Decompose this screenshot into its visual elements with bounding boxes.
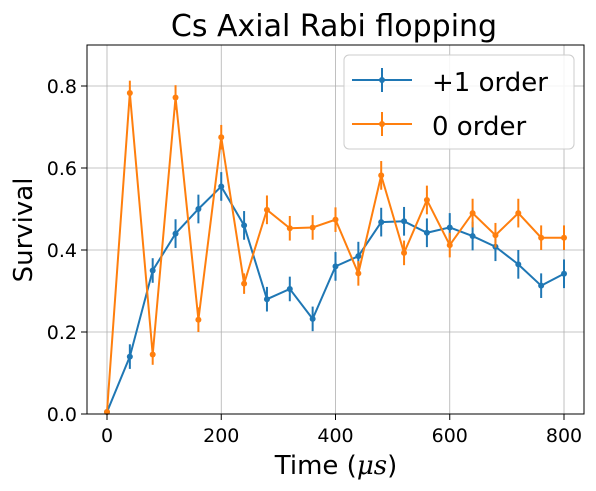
data-point <box>263 206 270 213</box>
series-layer <box>103 80 568 415</box>
data-point <box>195 206 202 212</box>
y-tick-label: 0.4 <box>47 240 77 262</box>
data-point <box>149 351 156 358</box>
legend: +1 order 0 order <box>343 54 575 150</box>
data-point <box>126 353 133 360</box>
y-tick-label: 0.8 <box>47 76 77 98</box>
data-point <box>149 267 156 274</box>
data-point <box>469 210 476 217</box>
legend-marker-plus1 <box>379 77 385 83</box>
data-point <box>332 263 339 270</box>
data-point <box>492 232 499 239</box>
legend-label-zero: 0 order <box>432 112 526 142</box>
data-point <box>241 280 248 287</box>
legend-entry-zero: 0 order <box>352 112 526 142</box>
data-point <box>286 285 293 292</box>
y-tick-label: 0.0 <box>47 404 77 426</box>
data-point <box>355 253 362 260</box>
data-point <box>446 242 453 249</box>
data-point <box>195 316 202 323</box>
data-point <box>218 134 225 141</box>
data-point <box>378 219 385 226</box>
data-point <box>401 218 408 225</box>
data-point <box>561 270 568 277</box>
y-ticks: 0.0 0.2 0.4 0.6 0.8 <box>47 76 87 426</box>
legend-entry-plus1: +1 order <box>352 68 548 98</box>
data-point <box>172 230 179 237</box>
x-axis-label: Time (μs) <box>274 451 397 481</box>
x-tick-label: 600 <box>432 425 468 447</box>
x-tick-label: 400 <box>317 425 353 447</box>
x-tick-label: 200 <box>203 425 239 447</box>
data-point <box>469 233 476 240</box>
data-point <box>332 216 339 223</box>
legend-label-plus1: +1 order <box>432 68 548 98</box>
legend-box <box>343 54 575 150</box>
x-axis-label-unit: μs <box>357 451 387 481</box>
y-tick-label: 0.6 <box>47 158 77 180</box>
data-point <box>103 408 110 415</box>
data-point <box>172 94 179 101</box>
data-point <box>309 224 316 231</box>
y-axis-label: Survival <box>9 178 39 283</box>
data-point <box>423 229 430 236</box>
data-point <box>263 296 270 303</box>
data-point <box>538 282 545 289</box>
data-point <box>126 89 133 96</box>
x-axis-label-text: Time ( <box>274 451 357 481</box>
legend-marker-zero <box>379 121 385 127</box>
x-ticks: 0 200 400 600 800 <box>101 414 582 447</box>
data-point <box>355 270 362 277</box>
data-point <box>446 224 453 231</box>
data-point <box>241 222 248 229</box>
data-point <box>538 234 545 241</box>
data-point <box>218 183 225 190</box>
data-point <box>515 210 522 217</box>
x-axis-label-close: ) <box>387 451 397 481</box>
y-tick-label: 0.2 <box>47 322 77 344</box>
data-point <box>309 315 316 322</box>
x-tick-label: 0 <box>101 425 113 447</box>
chart-title: Cs Axial Rabi flopping <box>171 9 497 44</box>
data-point <box>286 225 293 232</box>
data-point <box>378 172 385 179</box>
data-point <box>561 234 568 241</box>
data-point <box>515 261 522 268</box>
series-1 <box>103 80 568 415</box>
data-point <box>423 196 430 203</box>
data-point <box>401 249 408 256</box>
x-tick-label: 800 <box>546 425 582 447</box>
